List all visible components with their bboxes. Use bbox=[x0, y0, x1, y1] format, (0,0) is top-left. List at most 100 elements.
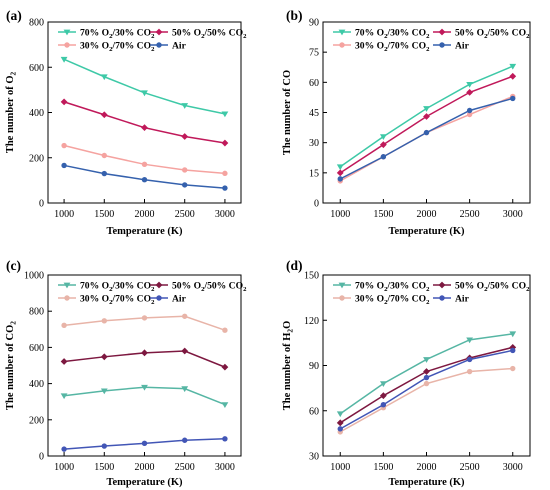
legend-marker bbox=[338, 29, 346, 36]
x-tick-label: 1000 bbox=[54, 209, 74, 220]
legend: 70% O2​/30% CO2​ 50% O2​/50% CO2​ 30% O2​/… bbox=[58, 27, 247, 53]
x-tick-label: 1500 bbox=[94, 462, 114, 473]
y-tick-label: 200 bbox=[29, 153, 44, 164]
data-point bbox=[423, 357, 430, 363]
data-point bbox=[181, 386, 189, 393]
data-point bbox=[101, 152, 107, 159]
x-tick-label: 1500 bbox=[94, 209, 114, 220]
legend-label: 50% O2​/50% CO2​ bbox=[455, 280, 530, 292]
data-point bbox=[423, 380, 430, 387]
x-tick-label: 3000 bbox=[215, 462, 235, 473]
legend-label: 30% O2​/70% CO2​ bbox=[355, 40, 430, 52]
chart-panel-3: (c) 0 200 400 600 800 1000 1000 1500 2000 2500 3000… bbox=[5, 258, 247, 488]
legend-item: 50% O2​/50% CO2​ bbox=[150, 27, 247, 40]
data-point bbox=[466, 88, 474, 96]
series-3 bbox=[61, 313, 228, 333]
y-tick-label: 60 bbox=[309, 78, 319, 89]
legend-marker bbox=[63, 29, 71, 36]
series-4 bbox=[337, 347, 516, 432]
data-point bbox=[101, 318, 107, 324]
data-point bbox=[336, 164, 344, 171]
y-tick-label: 400 bbox=[29, 379, 44, 390]
x-tick-label: 1000 bbox=[330, 209, 350, 220]
data-point bbox=[466, 368, 473, 375]
legend-marker bbox=[156, 42, 162, 48]
series-2 bbox=[336, 72, 517, 177]
data-point bbox=[423, 368, 430, 375]
series-2 bbox=[60, 98, 229, 147]
x-tick-label: 3000 bbox=[503, 462, 523, 473]
series-line bbox=[63, 58, 226, 115]
y-tick-label: 0 bbox=[314, 199, 319, 210]
series-line bbox=[339, 75, 514, 174]
legend-marker bbox=[439, 295, 445, 301]
data-point bbox=[337, 426, 343, 432]
y-tick-label: 0 bbox=[39, 199, 44, 210]
data-point bbox=[60, 56, 68, 63]
y-axis-label: The number of O2​ bbox=[5, 71, 18, 153]
legend-label: 50% O2​/50% CO2​ bbox=[172, 280, 247, 292]
legend-marker bbox=[63, 282, 71, 289]
data-point bbox=[509, 63, 517, 70]
data-point bbox=[466, 81, 474, 88]
legend-label: 70% O2​/30% CO2​ bbox=[80, 27, 155, 39]
data-point bbox=[182, 437, 188, 443]
data-point bbox=[509, 331, 517, 338]
data-point bbox=[222, 185, 228, 191]
y-tick-label: 120 bbox=[304, 316, 319, 327]
panel-label: (a) bbox=[6, 8, 22, 23]
series-4 bbox=[337, 95, 516, 182]
series-1 bbox=[60, 56, 229, 118]
y-tick-label: 400 bbox=[29, 108, 44, 119]
legend-marker bbox=[156, 295, 162, 301]
data-point bbox=[141, 440, 148, 447]
data-point bbox=[380, 402, 387, 408]
data-point bbox=[336, 411, 344, 418]
data-point bbox=[101, 443, 107, 449]
data-point bbox=[466, 337, 474, 344]
legend-label: 30% O2​/70% CO2​ bbox=[80, 40, 155, 52]
legend-marker bbox=[155, 28, 163, 36]
x-tick-label: 2000 bbox=[417, 462, 437, 473]
y-tick-label: 30 bbox=[309, 452, 319, 463]
data-point bbox=[141, 176, 148, 183]
legend-label: Air bbox=[172, 40, 187, 51]
y-tick-label: 75 bbox=[309, 48, 319, 59]
panel-label: (b) bbox=[286, 8, 303, 23]
legend: 70% O2​/30% CO2​ 50% O2​/50% CO2​ 30% O2​/… bbox=[58, 280, 247, 306]
data-point bbox=[222, 327, 228, 333]
data-point bbox=[379, 141, 387, 149]
data-point bbox=[141, 315, 148, 321]
x-axis-label: Temperature (K) bbox=[106, 226, 183, 237]
data-point bbox=[466, 356, 473, 363]
legend-item: 50% O2​/50% CO2​ bbox=[433, 280, 530, 293]
legend-item: 70% O2​/30% CO2​ bbox=[58, 27, 155, 40]
chart-panel-4: (d) 30 60 90 120 150 1000 1500 2000 2500 3000 Tempe… bbox=[282, 258, 531, 488]
y-axis-label: The number of CO2​ bbox=[5, 321, 18, 410]
data-point bbox=[100, 111, 108, 119]
legend-marker bbox=[339, 295, 345, 301]
data-point bbox=[423, 106, 430, 112]
legend-label: 30% O2​/70% CO2​ bbox=[80, 293, 155, 305]
data-point bbox=[336, 419, 344, 427]
data-point bbox=[466, 111, 473, 118]
data-point bbox=[101, 170, 107, 177]
data-point bbox=[141, 384, 148, 391]
x-tick-label: 2000 bbox=[417, 209, 437, 220]
legend-item: 70% O2​/30% CO2​ bbox=[58, 280, 155, 293]
y-tick-label: 30 bbox=[309, 138, 319, 149]
legend-item: 70% O2​/30% CO2​ bbox=[333, 280, 430, 293]
legend-label: Air bbox=[172, 293, 187, 304]
data-point bbox=[510, 347, 516, 354]
data-point bbox=[100, 74, 108, 81]
data-point bbox=[141, 161, 148, 168]
x-tick-label: 1000 bbox=[330, 462, 350, 473]
data-point bbox=[222, 436, 228, 442]
data-point bbox=[510, 95, 516, 102]
data-point bbox=[466, 107, 473, 114]
y-tick-label: 600 bbox=[29, 63, 44, 74]
legend-item: Air bbox=[433, 293, 470, 304]
x-tick-label: 2500 bbox=[175, 462, 195, 473]
data-point bbox=[61, 142, 67, 149]
